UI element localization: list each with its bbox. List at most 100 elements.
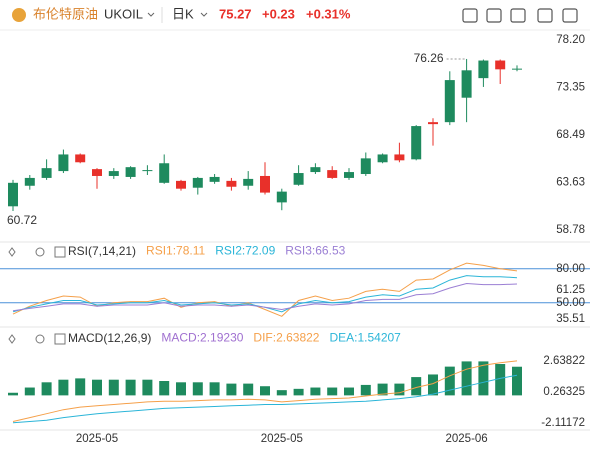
indicator-line [12,275,518,313]
legend-entry: RSI3:66.53 [285,243,345,257]
histogram-bar [293,388,304,396]
y-tick-label: 35.51 [556,313,585,325]
x-tick-label: 2025-06 [445,433,487,445]
candle-body [58,154,69,172]
histogram-bar [159,381,170,396]
candle-body [260,175,270,193]
fullscreen-button[interactable] [537,8,553,23]
histogram-bar [209,382,220,396]
period[interactable]: 日K [172,6,194,21]
histogram-bar [461,361,472,396]
indicator-line [12,374,518,424]
y-tick-label: 50.00 [556,297,585,309]
candle-body [394,154,405,161]
y-tick-label: 80.00 [556,263,585,275]
y-tick-label: 68.49 [556,129,585,141]
candle-body [176,180,186,189]
candle-body [327,170,338,178]
histogram-bar [310,387,321,396]
legend-entry: RSI2:72.09 [215,243,275,257]
histogram-bar [394,383,405,396]
x-tick-label: 2025-05 [261,433,303,445]
histogram-bar [512,366,522,396]
candle-body [41,168,52,178]
candle-body [209,176,220,182]
candle-type-button[interactable] [510,8,526,23]
legend-entry: DIF:2.63822 [253,330,319,344]
indicator-title: RSI(7,14,21) [68,244,136,258]
candle-body [310,167,321,173]
histogram-bar [428,374,438,396]
histogram-bar [24,387,35,396]
y-tick-label: 2.63822 [543,355,585,367]
candle-body [512,68,522,70]
histogram-bar [142,379,153,396]
settings-button[interactable] [562,8,578,23]
histogram-bar [192,382,203,396]
candle-body [276,191,287,203]
period-dropdown[interactable] [200,12,208,17]
histogram-bar [411,377,422,396]
histogram-bar [226,383,237,396]
candle-body [192,177,203,188]
indicator-icon [54,246,66,258]
y-tick-label: 0.26325 [543,386,585,398]
symbol[interactable]: UKOIL [104,6,143,21]
change-percent: +0.31% [306,6,351,21]
candle-body [243,178,254,186]
histogram-bar [243,383,254,396]
indicator-line [12,360,518,422]
candle-body [24,177,35,186]
candle-body [428,122,438,125]
candle-body [478,60,489,79]
candle-body [495,60,506,70]
x-tick-label: 2025-05 [76,433,118,445]
legend-entry: MACD:2.19230 [161,330,243,344]
indicator-icon [54,333,66,345]
candle-body [444,80,455,123]
symbol-dropdown[interactable] [147,12,155,17]
histogram-bar [495,364,506,396]
histogram-bar [8,392,18,396]
candle-body [8,182,18,207]
y-tick-label: 78.20 [556,34,585,46]
histogram-bar [108,379,119,396]
legend-entry: DEA:1.54207 [329,330,401,344]
candle-body [411,126,422,160]
candle-body [293,173,304,185]
y-tick-label: 58.78 [556,224,585,236]
candle-body [108,171,119,176]
hide-button[interactable] [8,247,16,257]
draw-button[interactable] [486,8,502,23]
low-annotation: 60.72 [7,213,37,227]
histogram-bar [260,386,270,396]
indicator-button[interactable] [462,8,478,23]
candle-body [92,169,102,176]
histogram-bar [377,383,388,396]
y-tick-label: 61.25 [556,284,585,296]
histogram-bar [444,366,455,396]
high-annotation: 76.26 [414,51,444,65]
hide-button[interactable] [8,334,16,344]
histogram-bar [360,384,371,396]
candle-body [159,163,170,183]
y-tick-label: 63.63 [556,177,585,189]
histogram-bar [75,378,86,396]
histogram-bar [92,379,102,396]
histogram-bar [327,387,338,396]
candle-body [344,172,354,178]
settings-button[interactable] [35,334,45,344]
symbol-icon [12,8,26,22]
y-tick-label: 73.35 [556,81,585,93]
change: +0.23 [262,6,295,21]
histogram-bar [125,379,136,396]
candle-body [360,158,371,175]
candle-body [75,154,86,163]
histogram-bar [176,382,186,396]
candle-body [461,70,472,98]
legend-entry: RSI1:78.11 [146,243,205,257]
settings-button[interactable] [35,247,45,257]
candle-body [377,154,388,163]
